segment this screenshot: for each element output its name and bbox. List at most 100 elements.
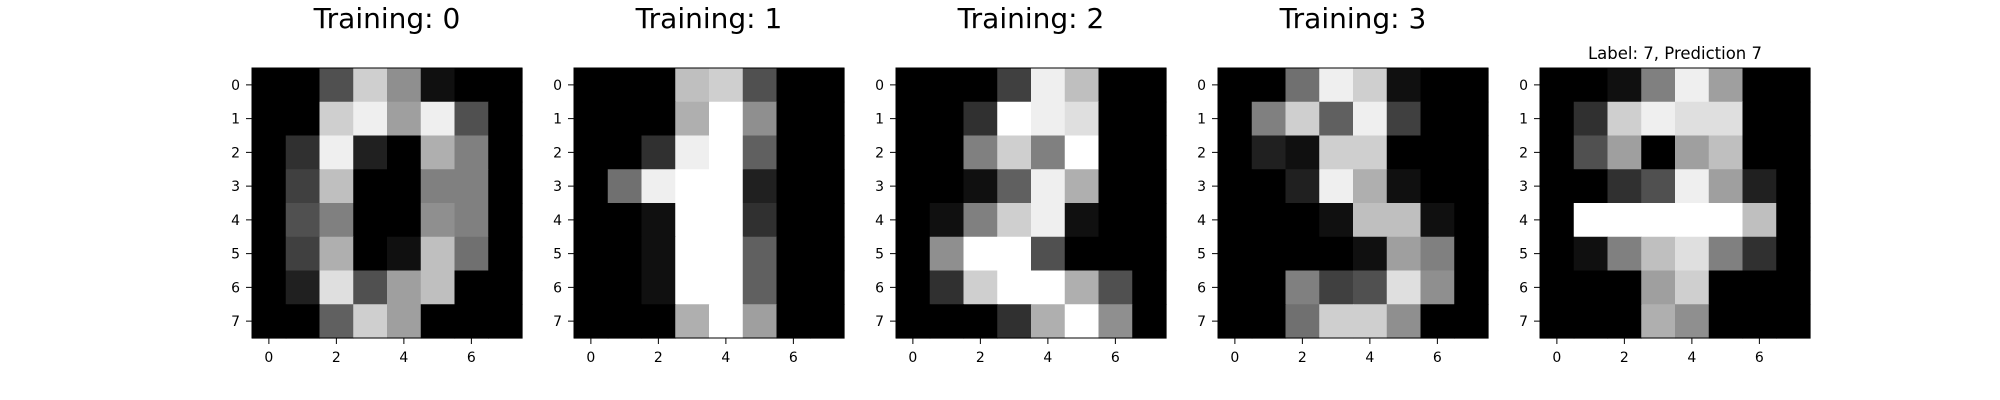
- pixel-cell: [420, 304, 456, 339]
- pixel-cell: [997, 304, 1032, 339]
- pixel-cell: [1742, 135, 1777, 170]
- y-tick-label: 7: [231, 314, 240, 330]
- pixel-cell: [1708, 203, 1744, 238]
- pixel-cell: [1742, 203, 1777, 238]
- pixel-cell: [896, 203, 931, 238]
- y-tick-label: 0: [1519, 78, 1528, 94]
- pixel-cell: [1132, 169, 1167, 204]
- pixel-cell: [1708, 270, 1744, 305]
- pixel-cell: [607, 135, 643, 170]
- pixel-cell: [488, 270, 523, 305]
- pixel-cell: [1641, 270, 1676, 305]
- pixel-cell: [1386, 169, 1422, 204]
- pixel-cell: [1573, 236, 1609, 272]
- pixel-cell: [1573, 270, 1609, 305]
- pixel-cell: [1708, 169, 1744, 204]
- pixel-cell: [1031, 68, 1066, 103]
- y-tick-label: 4: [231, 213, 240, 229]
- pixel-cell: [1251, 304, 1287, 339]
- pixel-cell: [1064, 270, 1100, 305]
- pixel-cell: [1573, 135, 1609, 170]
- pixel-cell: [319, 68, 354, 103]
- pixel-cell: [1776, 270, 1811, 305]
- pixel-cell: [1132, 135, 1167, 170]
- pixel-cell: [1353, 203, 1388, 238]
- digit-panel-4: 0 1 2 3 4 5 6 7 0 2 4 6 Label: 7, Prediction 7: [1519, 44, 1811, 366]
- pixel-cell: [574, 169, 609, 204]
- pixel-cell: [997, 270, 1032, 305]
- pixel-cell: [285, 169, 321, 204]
- pixel-cell: [285, 101, 321, 137]
- pixel-cell: [641, 135, 676, 170]
- pixel-cell: [742, 236, 778, 272]
- pixel-cell: [1285, 203, 1320, 238]
- pixel-cell: [420, 270, 456, 305]
- pixel-cell: [1285, 135, 1320, 170]
- pixel-cell: [319, 270, 354, 305]
- pixel-cell: [319, 169, 354, 204]
- pixel-cell: [742, 101, 778, 137]
- pixel-cell: [420, 169, 456, 204]
- pixel-cell: [929, 236, 965, 272]
- pixel-cell: [1454, 68, 1489, 103]
- axes-frame: [573, 67, 845, 339]
- pixel-cell: [1285, 101, 1320, 137]
- pixel-cell: [1386, 135, 1422, 170]
- pixel-cell: [1132, 236, 1167, 272]
- pixel-cell: [1675, 236, 1710, 272]
- pixel-cell: [1285, 304, 1320, 339]
- pixel-cell: [641, 101, 676, 137]
- pixel-cell: [1031, 135, 1066, 170]
- pixel-cell: [1285, 236, 1320, 272]
- y-tick-label: 7: [1519, 314, 1528, 330]
- pixel-cell: [1132, 270, 1167, 305]
- pixel-cell: [252, 304, 287, 339]
- pixel-cell: [574, 304, 609, 339]
- pixel-cell: [776, 236, 811, 272]
- pixel-cell: [387, 304, 422, 339]
- pixel-cell: [709, 270, 744, 305]
- pixel-cell: [709, 304, 744, 339]
- pixel-cell: [319, 135, 354, 170]
- pixel-cell: [896, 169, 931, 204]
- pixel-cell: [574, 135, 609, 170]
- pixel-cell: [1098, 101, 1133, 137]
- pixel-cell: [454, 270, 489, 305]
- pixel-cell: [896, 68, 931, 103]
- pixel-cell: [387, 68, 422, 103]
- pixel-cell: [1386, 203, 1422, 238]
- pixel-cell: [742, 270, 778, 305]
- pixel-cell: [454, 203, 489, 238]
- pixel-cell: [963, 304, 998, 339]
- pixel-cell: [1776, 135, 1811, 170]
- pixel-cell: [488, 203, 523, 238]
- y-tick-label: 3: [1197, 179, 1206, 195]
- pixel-cell: [929, 68, 965, 103]
- pixel-cell: [1641, 304, 1676, 339]
- y-tick-label: 4: [875, 213, 884, 229]
- pixel-cell: [810, 135, 845, 170]
- pixel-cell: [1607, 203, 1642, 238]
- panel-title: Training: 2: [957, 2, 1105, 35]
- pixel-cell: [1454, 169, 1489, 204]
- pixel-cell: [742, 68, 778, 103]
- pixel-cell: [1319, 169, 1354, 204]
- pixel-cell: [929, 270, 965, 305]
- pixel-cell: [574, 236, 609, 272]
- pixel-cell: [641, 236, 676, 272]
- axes-frame: [895, 67, 1167, 339]
- pixel-cell: [1319, 270, 1354, 305]
- pixel-cell: [1776, 169, 1811, 204]
- pixel-cell: [420, 203, 456, 238]
- y-tick-label: 2: [1197, 145, 1206, 161]
- pixel-cell: [675, 203, 710, 238]
- pixel-cell: [285, 270, 321, 305]
- pixel-cell: [675, 270, 710, 305]
- y-tick-label: 5: [1197, 247, 1206, 263]
- digit-panel-2: 0 1 2 3 4 5 6 7 0 2 4 6 Training: 2: [875, 2, 1167, 366]
- pixel-cell: [387, 270, 422, 305]
- pixel-cell: [896, 135, 931, 170]
- pixel-cell: [1218, 101, 1253, 137]
- pixel-cell: [285, 236, 321, 272]
